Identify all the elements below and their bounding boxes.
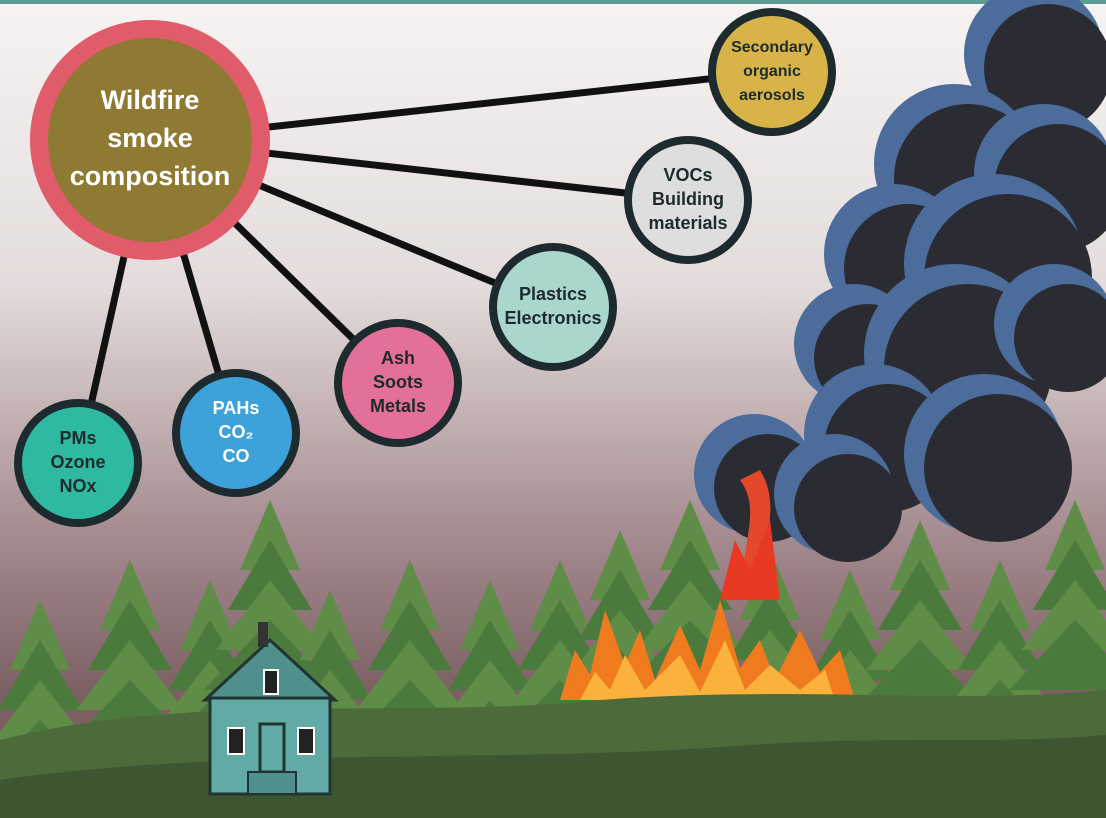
component-label: VOCs [663,165,712,185]
component-label: Metals [370,396,426,416]
center-label: smoke [107,123,193,153]
component-label: PMs [59,428,96,448]
component-label: CO [223,446,250,466]
component-label: organic [743,63,801,80]
top-border [0,0,1106,4]
component-label: NOx [59,476,96,496]
center-label: Wildfire [101,85,200,115]
component-label: Soots [373,372,423,392]
illustration: Wildfire smoke composition Secondary organic… [0,0,1106,818]
smoke-puff [924,394,1072,542]
component-label: Ash [381,348,415,368]
component-label: Electronics [504,308,601,328]
component-label: CO₂ [219,422,254,442]
component-label: aerosols [739,87,805,104]
component-label: materials [648,213,727,233]
component-label: Building [652,189,724,209]
component-label: PAHs [213,398,260,418]
component-label: Secondary [731,39,813,56]
smoke-puff [794,454,902,562]
page: {"center": {"lines": ["Wildfire", "smoke… [0,0,1106,818]
center-label: composition [70,161,231,191]
component-label: Ozone [50,452,105,472]
component-label: Plastics [519,284,587,304]
